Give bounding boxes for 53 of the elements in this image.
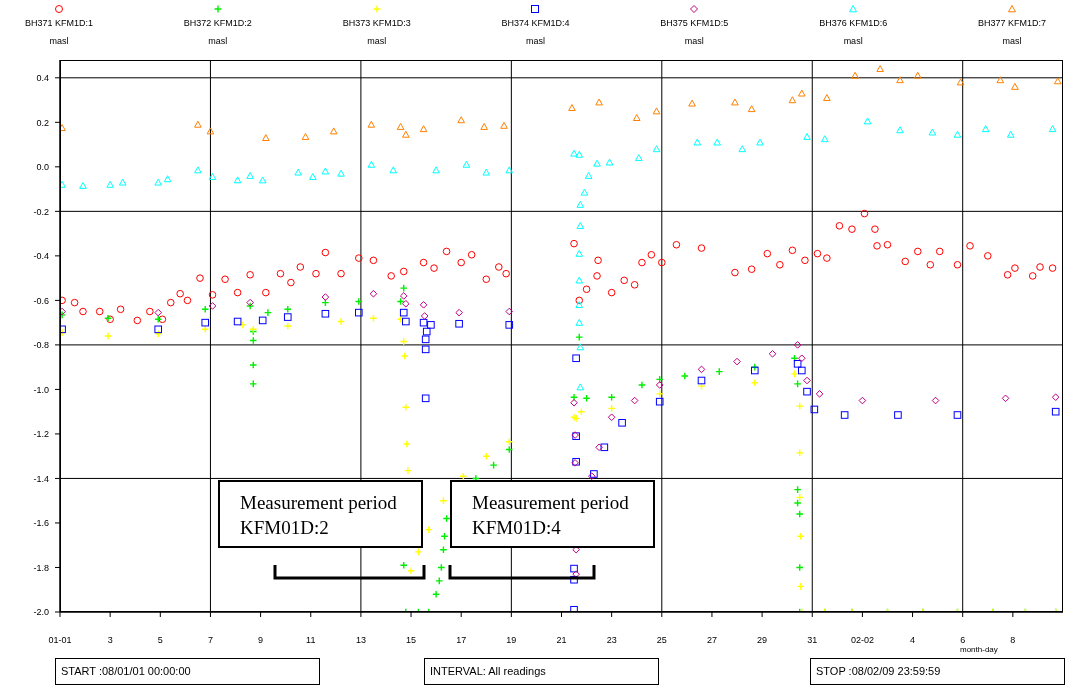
x-tick-label: 9 [258, 635, 264, 646]
y-tick-label: -0.2 [33, 206, 49, 217]
x-tick-label: 4 [910, 635, 916, 646]
legend-label: BH377 KFM1D:7 [977, 18, 1046, 28]
y-tick-label: -1.8 [33, 562, 49, 573]
y-tick-label: -1.2 [33, 429, 49, 440]
x-tick-label: 01-01 [48, 635, 72, 646]
text: masl [367, 36, 387, 46]
text: START :08/01/01 00:00:00 [55, 658, 320, 685]
annotation: Measurement period KFM01D:4 [450, 480, 655, 548]
x-tick-label: 6 [960, 635, 966, 646]
text: masl [525, 36, 545, 46]
x-tick-label: 11 [306, 635, 316, 646]
legend-label: BH373 KFM1D:3 [342, 18, 411, 28]
x-tick-label: 25 [656, 635, 667, 646]
x-tick-label: 19 [506, 635, 517, 646]
legend-label: BH375 KFM1D:5 [660, 18, 729, 28]
x-tick-label: 13 [355, 635, 366, 646]
text: masl [843, 36, 863, 46]
legend-label: BH376 KFM1D:6 [819, 18, 888, 28]
y-tick-label: -1.0 [33, 384, 49, 395]
x-tick-label: 5 [157, 635, 163, 646]
x-tick-label: 7 [207, 635, 213, 646]
annotation: Measurement period KFM01D:2 [218, 480, 423, 548]
y-tick-label: -2.0 [33, 607, 49, 618]
y-tick-label: -0.6 [33, 295, 49, 306]
x-tick-label: 27 [706, 635, 717, 646]
legend-label: BH371 KFM1D:1 [24, 18, 94, 28]
x-tick-label: 3 [107, 635, 113, 646]
y-tick-label: 0.4 [36, 73, 49, 83]
legend-label: BH374 KFM1D:4 [501, 18, 570, 28]
legend-label: BH372 KFM1D:2 [183, 18, 252, 28]
x-tick-label: 21 [556, 635, 567, 646]
text: INTERVAL: All readings [424, 658, 659, 685]
x-tick-label: 8 [1010, 635, 1016, 646]
y-tick-label: 0.0 [36, 162, 49, 173]
y-tick-label: -0.4 [33, 251, 49, 262]
y-tick-label: 0.2 [36, 117, 49, 128]
x-tick-label: 31 [807, 635, 818, 646]
text: masl [1002, 36, 1022, 46]
x-axis-title: month-day [960, 645, 998, 654]
text: masl [684, 36, 704, 46]
x-tick-label: 23 [606, 635, 617, 646]
y-tick-label: -1.6 [33, 518, 49, 529]
x-tick-label: 17 [456, 635, 467, 646]
y-tick-label: -0.8 [33, 340, 49, 351]
x-tick-label: 15 [406, 635, 417, 646]
text: masl [208, 36, 228, 46]
y-tick-label: -1.4 [33, 473, 49, 484]
text: STOP :08/02/09 23:59:59 [810, 658, 1065, 685]
y-axis-title: masl [49, 36, 69, 46]
x-tick-label: 02-02 [850, 635, 874, 646]
x-tick-label: 29 [757, 635, 768, 646]
